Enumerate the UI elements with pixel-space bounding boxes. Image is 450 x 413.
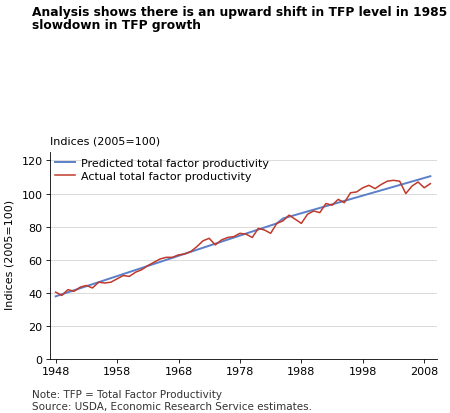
Text: Indices (2005=100): Indices (2005=100) xyxy=(4,199,14,309)
Text: Indices (2005=100): Indices (2005=100) xyxy=(50,137,160,147)
Text: Note: TFP = Total Factor Productivity
Source: USDA, Economic Research Service es: Note: TFP = Total Factor Productivity So… xyxy=(32,389,311,411)
Text: Analysis shows there is an upward shift in TFP level in 1985 and no evidence of: Analysis shows there is an upward shift … xyxy=(32,6,450,19)
Text: slowdown in TFP growth: slowdown in TFP growth xyxy=(32,19,201,31)
Legend: Predicted total factor productivity, Actual total factor productivity: Predicted total factor productivity, Act… xyxy=(55,158,269,182)
